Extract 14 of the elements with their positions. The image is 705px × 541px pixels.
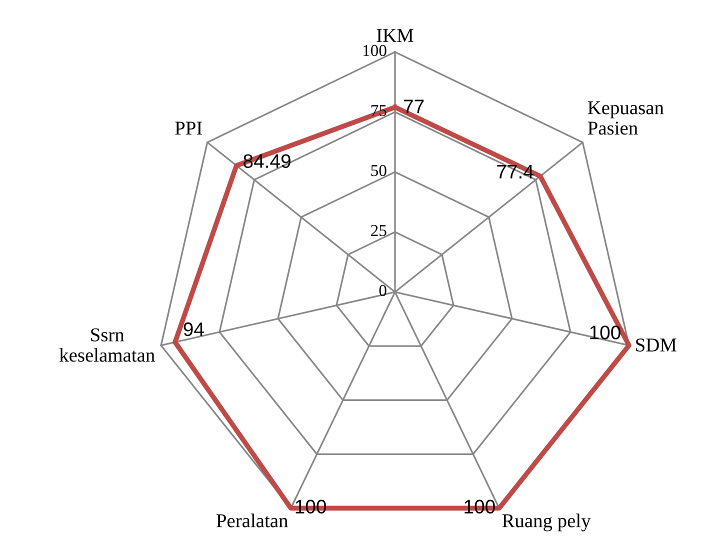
data-label: 77 bbox=[404, 100, 424, 114]
spoke-label: Ssrn keselamatan bbox=[59, 328, 155, 362]
spoke-label: Peralatan bbox=[216, 514, 288, 528]
spoke-label: IKM bbox=[376, 29, 414, 42]
spoke-label: PPI bbox=[175, 122, 202, 134]
spoke-label: Ruang pely bbox=[502, 514, 591, 532]
y-tick-label: 50 bbox=[371, 164, 386, 176]
y-tick-label: 100 bbox=[363, 44, 386, 56]
y-tick-label: 25 bbox=[371, 224, 386, 236]
spoke-label: Kepuasan Pasien bbox=[588, 101, 664, 135]
y-tick-label: 0 bbox=[379, 284, 386, 296]
data-label: 94 bbox=[184, 322, 204, 336]
data-label: 100 bbox=[590, 326, 620, 340]
spoke-label: SDM bbox=[636, 338, 676, 352]
